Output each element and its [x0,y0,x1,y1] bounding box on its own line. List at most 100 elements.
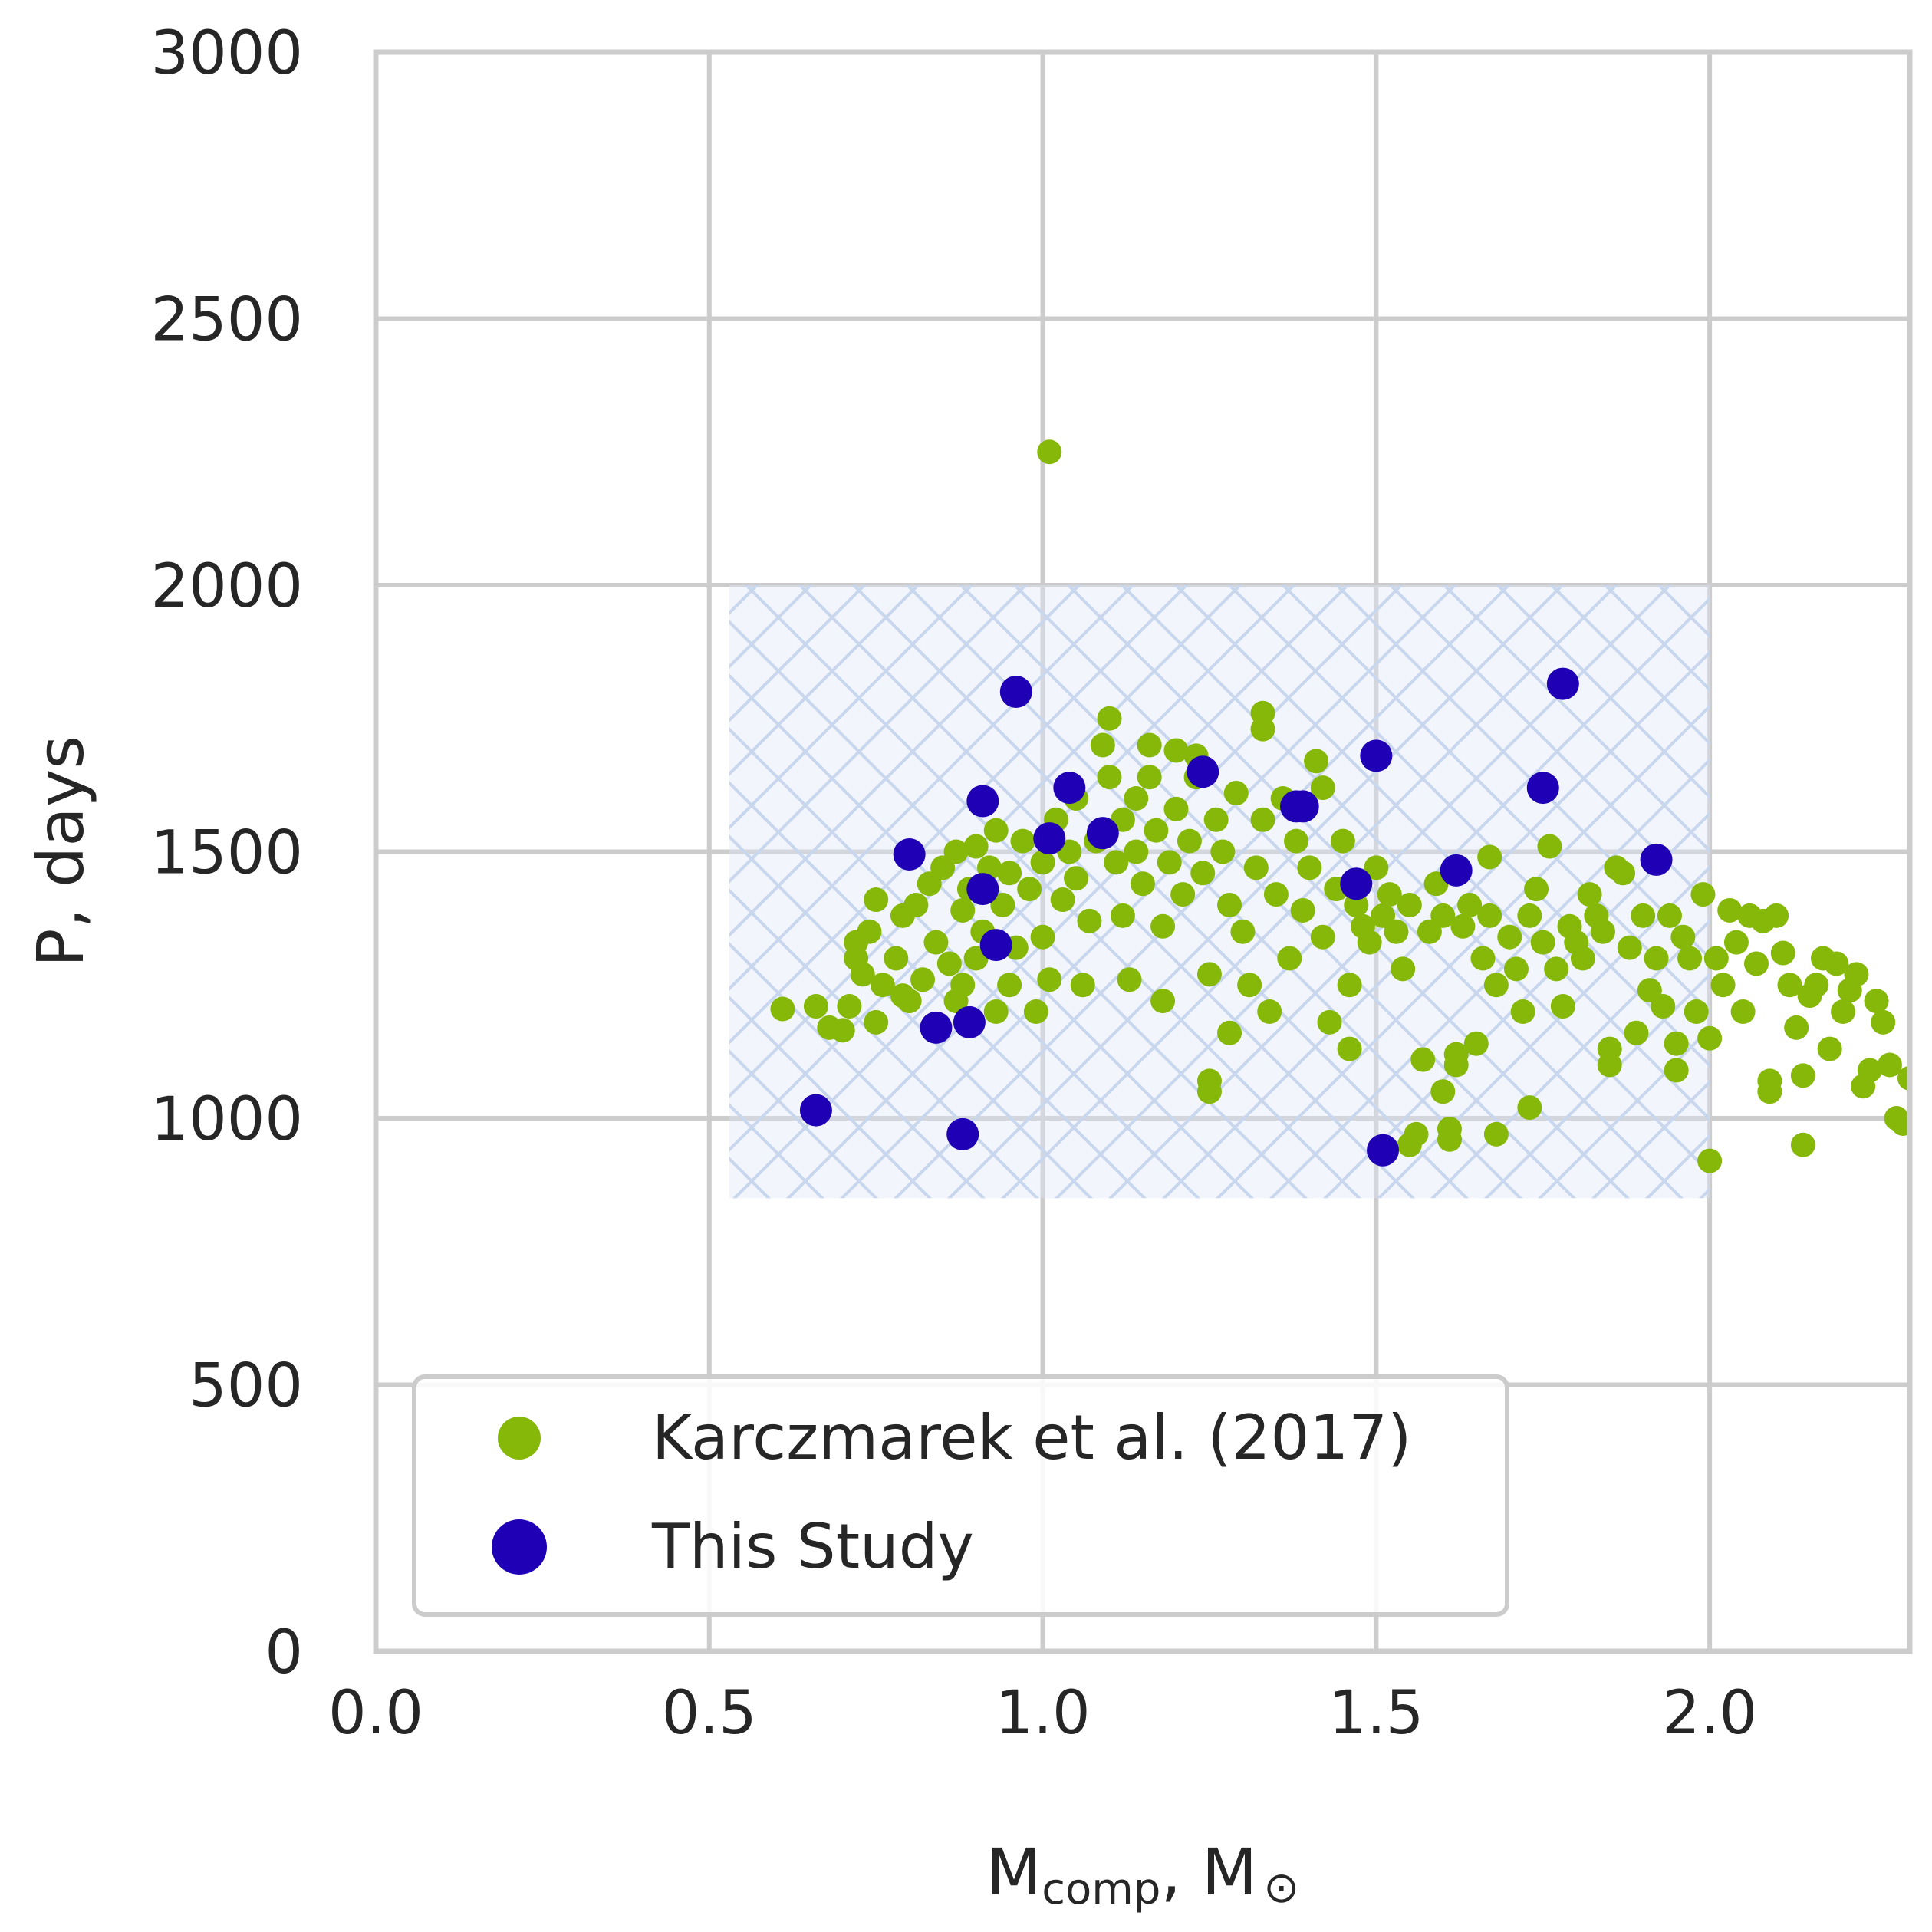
karczmarek-point-59 [1124,786,1149,811]
karczmarek-point-153 [1624,1020,1649,1045]
karczmarek-point-86 [1250,807,1275,832]
karczmarek-point-17 [903,893,929,917]
y-tick-label-0: 0 [265,1618,303,1687]
karczmarek-point-159 [1664,1031,1689,1056]
karczmarek-point-26 [950,973,976,998]
karczmarek-point-99 [1317,1009,1342,1035]
karczmarek-point-49 [1070,973,1095,998]
karczmarek-point-133 [1503,956,1529,982]
x-tick-label-2: 1.0 [996,1679,1091,1748]
karczmarek-point-181 [1790,1132,1815,1157]
karczmarek-point-85 [1243,855,1269,880]
karczmarek-point-10 [864,1009,889,1035]
this-study-point-11 [1086,817,1119,850]
karczmarek-point-102 [1337,973,1362,998]
karczmarek-point-52 [1090,732,1115,758]
karczmarek-point-96 [1304,749,1329,774]
karczmarek-point-77 [1196,1079,1222,1104]
x-axis-label: Mcomp, M ⊙ [986,1835,1299,1914]
karczmarek-point-195 [1877,1052,1902,1078]
karczmarek-point-192 [1857,1058,1882,1083]
series-karczmarek [770,439,1910,1173]
karczmarek-point-167 [1703,946,1729,971]
karczmarek-point-188 [1831,999,1856,1024]
karczmarek-point-50 [1077,908,1102,933]
legend-label-karczmarek: Karczmarek et al. (2017) [652,1402,1411,1473]
karczmarek-point-45 [1050,887,1075,913]
karczmarek-point-9 [857,919,882,944]
karczmarek-point-171 [1730,999,1756,1024]
karczmarek-point-156 [1644,946,1669,971]
karczmarek-point-34 [990,893,1015,917]
karczmarek-point-145 [1577,882,1602,907]
karczmarek-point-18 [910,967,936,992]
this-study-point-14 [1286,790,1319,823]
legend-marker-karczmarek [498,1417,541,1460]
karczmarek-point-149 [1597,1052,1622,1078]
karczmarek-point-168 [1710,973,1736,998]
karczmarek-point-163 [1684,999,1709,1024]
karczmarek-point-115 [1410,1047,1436,1072]
karczmarek-point-89 [1257,999,1282,1024]
karczmarek-point-93 [1284,828,1308,854]
x-tick-label-0: 0.0 [328,1679,423,1748]
karczmarek-point-180 [1784,1015,1809,1040]
x-axis-label-sub: comp [1042,1865,1160,1914]
karczmarek-point-11 [864,887,889,913]
this-study-point-7 [979,929,1012,962]
karczmarek-point-139 [1537,834,1562,859]
karczmarek-point-55 [1104,850,1129,875]
karczmarek-point-60 [1124,839,1149,864]
karczmarek-point-135 [1517,903,1542,928]
karczmarek-point-75 [1196,962,1222,987]
karczmarek-point-84 [1237,973,1262,998]
this-study-point-6 [966,785,999,818]
karczmarek-point-63 [1137,732,1162,758]
karczmarek-point-136 [1517,1095,1542,1121]
x-tick-labels: 0.0 0.5 1.0 1.5 2.0 [328,1679,1757,1748]
karczmarek-point-186 [1817,1036,1842,1061]
karczmarek-point-64 [1144,818,1169,843]
this-study-point-10 [1053,772,1086,805]
karczmarek-point-65 [1150,913,1176,939]
this-study-point-17 [1367,1134,1400,1167]
karczmarek-point-74 [1190,861,1216,886]
x-tick-label-3: 1.5 [1328,1679,1423,1748]
karczmarek-point-125 [1457,893,1483,917]
this-study-point-18 [1440,854,1473,887]
karczmarek-point-80 [1217,1020,1242,1045]
karczmarek-point-165 [1697,1148,1723,1173]
y-tick-label-1: 500 [189,1352,303,1421]
karczmarek-point-144 [1570,946,1595,971]
karczmarek-point-39 [1017,877,1042,902]
karczmarek-point-78 [1203,807,1229,832]
karczmarek-point-123 [1443,1042,1469,1067]
series-this-study [799,667,1673,1167]
karczmarek-point-42 [1030,924,1055,950]
karczmarek-point-197 [1891,1111,1910,1136]
karczmarek-point-24 [943,839,969,864]
karczmarek-point-94 [1290,897,1315,923]
karczmarek-point-124 [1450,913,1476,939]
karczmarek-point-193 [1864,989,1889,1014]
karczmarek-point-101 [1330,828,1355,854]
karczmarek-point-162 [1677,946,1703,971]
karczmarek-point-131 [1483,973,1509,998]
karczmarek-point-157 [1651,994,1676,1019]
karczmarek-point-62 [1137,765,1162,790]
karczmarek-point-71 [1177,828,1202,854]
karczmarek-point-182 [1790,1063,1815,1088]
y-axis-label: P, days [23,736,98,967]
karczmarek-point-118 [1430,903,1456,928]
karczmarek-point-128 [1477,844,1502,870]
karczmarek-point-160 [1664,1058,1689,1083]
karczmarek-point-95 [1297,855,1322,880]
karczmarek-point-25 [950,897,976,923]
karczmarek-point-179 [1777,973,1802,998]
karczmarek-point-130 [1483,1121,1509,1147]
karczmarek-point-68 [1163,738,1189,763]
karczmarek-point-177 [1764,903,1789,928]
karczmarek-point-169 [1717,897,1743,923]
karczmarek-point-41 [1030,850,1055,875]
karczmarek-point-29 [963,834,989,859]
